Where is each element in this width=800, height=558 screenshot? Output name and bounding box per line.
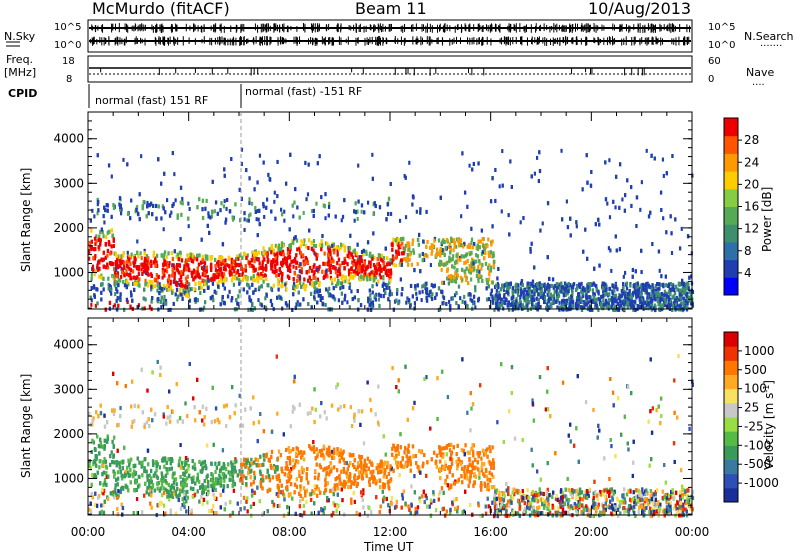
power-cbar-swatch (724, 136, 738, 154)
velocity-cbar-swatch (724, 488, 738, 503)
power-cbar-tick: 8 (744, 244, 752, 258)
velocity-cbar-swatch (724, 417, 738, 432)
power-cbar-swatch (724, 224, 738, 242)
power-cbar-tick: 28 (744, 133, 759, 147)
velocity-cbar-swatch (724, 403, 738, 418)
cpid-segment-1: normal (fast) 151 RF (95, 94, 208, 107)
freq-label-line1: Freq. (6, 53, 33, 66)
x-tick-label: 08:00 (272, 525, 307, 539)
cpid-segment-2: normal (fast) -151 RF (245, 85, 362, 98)
velocity-panel: 1000 2000 3000 4000 Slant Range [km] (19, 318, 694, 518)
y-tick-label: 4000 (53, 338, 84, 352)
noise-right-dots: ······· (760, 41, 782, 52)
x-axis-label: Time UT (363, 540, 414, 554)
cpid-label: CPID (8, 87, 37, 100)
velocity-cbar-swatch (724, 332, 738, 347)
y-tick-label: 1000 (53, 471, 84, 485)
noise-left-label: N.Sky (4, 30, 36, 43)
freq-right-tick-high: 60 (708, 56, 721, 67)
x-tick-label: 20:00 (574, 525, 609, 539)
velocity-cbar-label: Velocity [m s-1] (762, 380, 777, 470)
power-ylabel: Slant Range [km] (19, 168, 33, 272)
velocity-cbar-swatch (724, 346, 738, 361)
y-tick-label: 1000 (53, 265, 84, 279)
velocity-cbar-tick: 1000 (744, 344, 775, 358)
y-tick-label: 2000 (53, 427, 84, 441)
y-tick-label: 3000 (53, 176, 84, 190)
x-axis-ticks: 00:00 04:00 08:00 12:00 16:00 20:00 00:00 (71, 525, 710, 539)
x-tick-label: 12:00 (373, 525, 408, 539)
station-title: McMurdo (fitACF) (92, 0, 230, 18)
power-panel: 1000 2000 3000 4000 Slant Range [km] (19, 112, 694, 312)
power-cbar-label: Power [dB] (760, 187, 774, 252)
noise-left-tick-high: 10^5 (54, 22, 81, 33)
nave-dots: ···· (752, 80, 765, 91)
y-tick-label: 3000 (53, 382, 84, 396)
power-cbar-tick: 4 (744, 266, 752, 280)
cpid-panel: CPID normal (fast) 151 RF normal (fast) … (8, 84, 362, 108)
x-tick-label: 16:00 (473, 525, 508, 539)
x-tick-label: 00:00 (71, 525, 106, 539)
velocity-cbar-swatch (724, 389, 738, 404)
power-cbar-tick: 16 (744, 200, 759, 214)
freq-panel: Freq. [MHz] 18 8 60 0 Nave ···· (4, 53, 774, 91)
velocity-cbar-swatch (724, 460, 738, 475)
velocity-cbar-tick: 25 (744, 401, 759, 415)
power-cbar-swatch (724, 171, 738, 189)
power-cbar-swatch (724, 153, 738, 171)
power-cbar-swatch (724, 207, 738, 225)
freq-label-line2: [MHz] (4, 66, 36, 79)
power-cbar-swatch (724, 260, 738, 278)
velocity-ylabel: Slant Range [km] (19, 374, 33, 478)
velocity-cbar-swatch (724, 431, 738, 446)
power-cbar-swatch (724, 277, 738, 295)
nave-label: Nave (746, 66, 774, 79)
power-cbar-tick: 12 (744, 222, 759, 236)
velocity-cbar-swatch (724, 474, 738, 489)
power-cbar-swatch (724, 242, 738, 260)
velocity-cbar-tick: -25 (744, 419, 764, 433)
x-tick-label: 00:00 (675, 525, 710, 539)
freq-right-tick-low: 0 (708, 74, 714, 85)
freq-left-tick-low: 8 (66, 74, 72, 85)
velocity-cbar-tick: -1000 (744, 476, 779, 490)
x-tick-label: 04:00 (171, 525, 206, 539)
velocity-cbar-tick: 500 (744, 363, 767, 377)
freq-left-tick-high: 18 (62, 56, 75, 67)
y-tick-label: 2000 (53, 221, 84, 235)
power-colorbar: 28 24 20 16 12 8 4 Power [dB] (724, 118, 774, 296)
velocity-cbar-swatch (724, 360, 738, 375)
power-cbar-swatch (724, 189, 738, 207)
noise-left-tick-low: 10^0 (54, 40, 81, 51)
power-cbar-tick: 20 (744, 177, 759, 191)
noise-right-tick-low: 10^0 (708, 40, 735, 51)
noise-right-tick-high: 10^5 (708, 22, 735, 33)
noise-panel: 10^5 10^0 10^5 10^0 N.Sky N.Search ·····… (4, 20, 794, 52)
velocity-cbar-swatch (724, 445, 738, 460)
power-cbar-tick: 24 (744, 155, 759, 169)
velocity-cbar-swatch (724, 375, 738, 390)
beam-title: Beam 11 (355, 0, 427, 18)
y-tick-label: 4000 (53, 132, 84, 146)
date-title: 10/Aug/2013 (588, 0, 691, 18)
power-cbar-swatch (724, 118, 738, 136)
